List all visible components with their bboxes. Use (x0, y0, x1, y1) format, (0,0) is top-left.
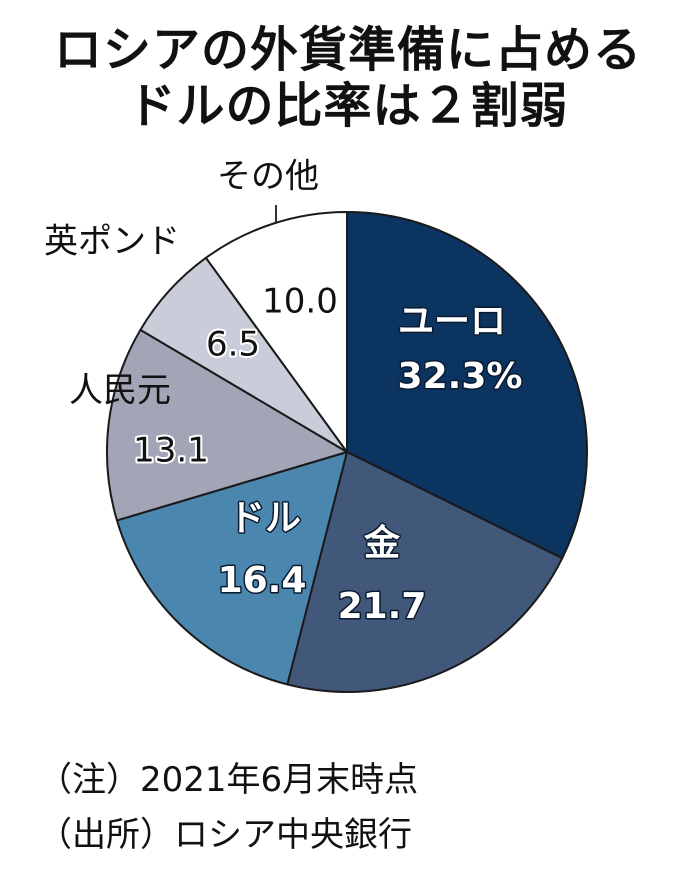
slice-value-dollar: 16.4 (218, 560, 307, 601)
slice-value-euro: 32.3% (398, 356, 523, 397)
pie-labels: ユーロ 32.3% 金 21.7 ドル 16.4 人民元 13.1 英ポンド 6.5 その他 10.0 (44, 157, 524, 629)
pie-slice-dollar (115, 451, 348, 686)
slice-value-gold: 21.7 (338, 586, 427, 627)
chart-title: ロシアの外貨準備に占める ドルの比率は２割弱 (0, 22, 696, 134)
slice-value-other: 10.0 (262, 282, 338, 322)
slice-label-dollar: ドル (229, 498, 301, 539)
slice-label-other: その他 (217, 157, 319, 197)
pie-slice-yuan (106, 328, 348, 522)
slice-label-pound: 英ポンド (44, 222, 180, 262)
slice-value-pound: 6.5 (206, 325, 260, 365)
slice-label-euro: ユーロ (398, 301, 506, 342)
title-line-1: ロシアの外貨準備に占める (53, 22, 642, 78)
pie-slice-other (204, 211, 348, 453)
title-line-2: ドルの比率は２割弱 (127, 78, 569, 134)
pie-slice-euro (346, 211, 588, 560)
slice-label-gold: 金 (363, 522, 401, 564)
pie-slice-gold (286, 451, 564, 693)
slice-value-yuan: 13.1 (133, 431, 209, 471)
note-date: （注）2021年6月末時点 (38, 760, 419, 800)
pie-slices (106, 211, 588, 693)
note-source: （出所）ロシア中央銀行 (38, 815, 412, 855)
slice-label-yuan: 人民元 (69, 371, 171, 411)
